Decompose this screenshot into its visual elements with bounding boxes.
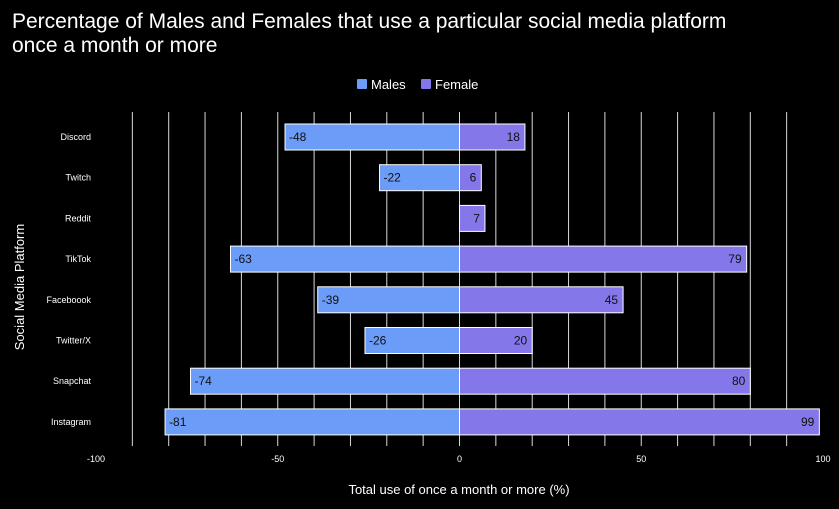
data-label: 18 bbox=[507, 130, 521, 144]
x-tick-label: 100 bbox=[815, 454, 830, 464]
category-label: Reddit bbox=[65, 213, 92, 223]
bar-female bbox=[459, 204, 486, 232]
category-label: Twitch bbox=[65, 173, 91, 183]
bar-males bbox=[164, 408, 460, 436]
category-label: Faceboook bbox=[46, 295, 91, 305]
data-label: 45 bbox=[605, 293, 619, 307]
data-label: 6 bbox=[470, 171, 477, 185]
labels: -100 -50 0 50 100 Discord -48 18 Twitch -22 6 Reddi… bbox=[46, 130, 830, 464]
data-label: -74 bbox=[195, 374, 213, 388]
grid-lines bbox=[131, 112, 788, 446]
legend-label-female: Female bbox=[435, 77, 478, 92]
chart-title-line-2: once a month or more bbox=[12, 34, 218, 57]
x-tick-label: -50 bbox=[271, 454, 284, 464]
bar-female bbox=[459, 367, 751, 395]
chart-title-line-1: Percentage of Males and Females that use… bbox=[12, 10, 727, 33]
data-label: -81 bbox=[169, 415, 187, 429]
category-label: TikTok bbox=[65, 254, 91, 264]
bar-female bbox=[459, 245, 748, 273]
x-tick-label: -100 bbox=[87, 454, 105, 464]
bar-female bbox=[459, 408, 820, 436]
x-tick-label: 0 bbox=[457, 454, 462, 464]
category-label: Discord bbox=[60, 132, 91, 142]
data-label: -63 bbox=[234, 252, 252, 266]
bar-males bbox=[317, 286, 460, 314]
data-label: 7 bbox=[473, 211, 480, 225]
legend-swatch-males bbox=[357, 79, 367, 89]
category-label: Instagram bbox=[51, 417, 91, 427]
x-axis-title: Total use of once a month or more (%) bbox=[348, 482, 569, 497]
bar-female bbox=[459, 286, 624, 314]
bars bbox=[164, 123, 820, 436]
x-tick-label: 50 bbox=[636, 454, 646, 464]
bar-males bbox=[364, 327, 460, 354]
category-label: Twitter/X bbox=[56, 336, 91, 346]
data-label: 79 bbox=[728, 252, 742, 266]
data-label: -26 bbox=[369, 334, 387, 348]
bar-female bbox=[459, 123, 526, 151]
bar-female bbox=[459, 164, 482, 192]
data-label: 20 bbox=[514, 334, 528, 348]
bar-males bbox=[229, 245, 460, 273]
chart-title: Percentage of Males and Females that use… bbox=[12, 10, 832, 58]
data-label: -22 bbox=[384, 171, 402, 185]
legend-label-males: Males bbox=[371, 77, 406, 92]
data-label: 80 bbox=[732, 374, 746, 388]
legend: Males Female bbox=[357, 77, 478, 92]
bar-males bbox=[284, 123, 460, 151]
legend-swatch-female bbox=[421, 79, 431, 89]
category-label: Snapchat bbox=[53, 376, 92, 386]
bar-female bbox=[459, 327, 533, 354]
bar-males bbox=[190, 367, 460, 395]
y-axis-title: Social Media Platform bbox=[12, 224, 27, 350]
data-label: 99 bbox=[801, 415, 815, 429]
data-label: -39 bbox=[322, 293, 340, 307]
data-label: -48 bbox=[289, 130, 307, 144]
